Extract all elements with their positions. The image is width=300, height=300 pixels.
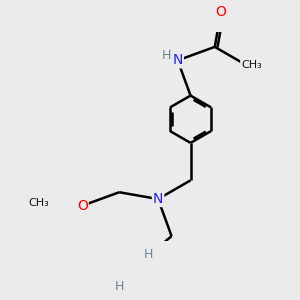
Text: H: H xyxy=(162,49,171,62)
Text: O: O xyxy=(215,5,226,19)
Text: O: O xyxy=(77,199,88,213)
Text: H: H xyxy=(144,248,153,261)
Text: N: N xyxy=(172,53,183,68)
Text: N: N xyxy=(153,192,163,206)
Text: CH₃: CH₃ xyxy=(28,198,49,208)
Text: H: H xyxy=(115,280,124,292)
Text: CH₃: CH₃ xyxy=(241,60,262,70)
